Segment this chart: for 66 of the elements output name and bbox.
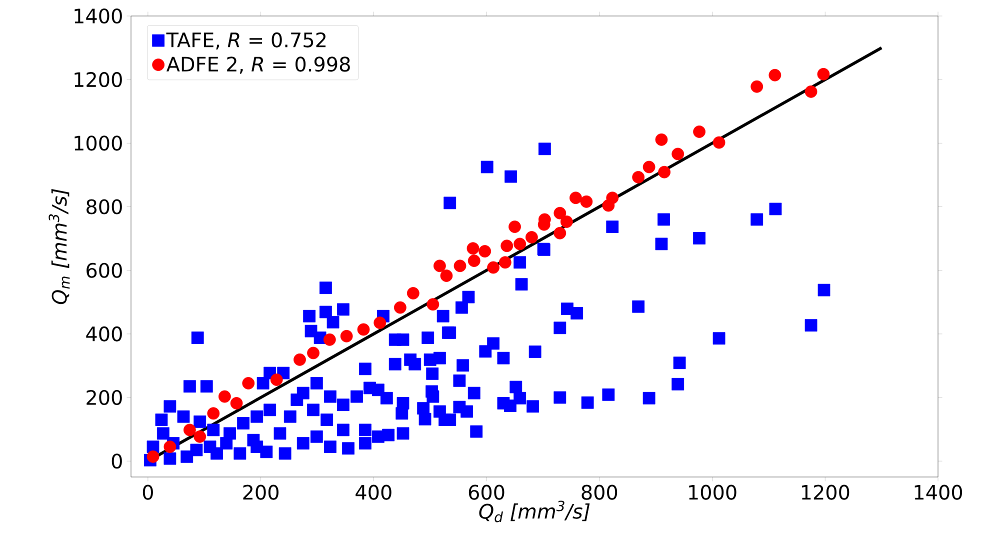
point bbox=[194, 430, 206, 443]
x-tick-label: 800 bbox=[582, 484, 618, 500]
point bbox=[340, 330, 353, 342]
point bbox=[632, 170, 645, 184]
point bbox=[183, 424, 196, 436]
y-tick-label: 400 bbox=[86, 326, 122, 342]
point bbox=[580, 195, 593, 208]
point bbox=[270, 374, 283, 386]
legend-label: ADFE 2, R = 0.998 bbox=[166, 56, 350, 74]
point bbox=[468, 254, 480, 268]
point bbox=[750, 80, 764, 93]
point bbox=[602, 199, 615, 212]
point bbox=[500, 240, 514, 252]
point bbox=[357, 323, 370, 336]
point bbox=[406, 287, 420, 300]
legend-label: TAFE, R = 0.752 bbox=[166, 32, 326, 50]
y-tick-label: 0 bbox=[112, 454, 122, 469]
point bbox=[570, 192, 582, 204]
point bbox=[554, 226, 566, 240]
x-tick-label: 200 bbox=[243, 484, 278, 500]
point bbox=[323, 333, 336, 346]
point bbox=[146, 450, 160, 463]
point bbox=[164, 440, 176, 453]
point bbox=[525, 231, 538, 244]
point bbox=[560, 216, 573, 228]
x-tick-label: 400 bbox=[356, 484, 392, 500]
point bbox=[693, 126, 706, 138]
point bbox=[218, 390, 231, 403]
point bbox=[768, 68, 782, 82]
point bbox=[804, 85, 818, 98]
point bbox=[508, 220, 521, 233]
point bbox=[478, 245, 492, 258]
x-tick-label: 1000 bbox=[689, 484, 736, 500]
x-tick-label: 1200 bbox=[802, 484, 850, 500]
point bbox=[440, 270, 453, 282]
point bbox=[466, 242, 480, 255]
x-tick-label: 600 bbox=[468, 484, 504, 500]
point bbox=[655, 133, 668, 146]
point bbox=[230, 397, 243, 410]
point bbox=[426, 298, 440, 311]
point bbox=[514, 238, 526, 250]
point bbox=[672, 148, 684, 160]
y-tick-label: 600 bbox=[86, 262, 122, 278]
point bbox=[294, 353, 306, 366]
x-tick-label: 0 bbox=[142, 484, 153, 500]
y-axis-title: Q$_{m}$ [mm$^{3}$/s] bbox=[48, 188, 70, 304]
point bbox=[394, 301, 406, 314]
point bbox=[554, 206, 566, 220]
y-tick-label: 800 bbox=[86, 199, 122, 214]
point bbox=[433, 260, 446, 272]
point bbox=[642, 160, 656, 174]
point bbox=[712, 136, 726, 149]
point bbox=[207, 407, 220, 420]
x-tick-label: 1400 bbox=[914, 484, 962, 500]
point bbox=[487, 261, 500, 274]
y-tick-label: 1200 bbox=[74, 72, 122, 88]
point bbox=[307, 346, 320, 360]
y-tick-label: 200 bbox=[86, 390, 122, 406]
y-tick-label: 1000 bbox=[74, 136, 122, 151]
y-tick-label: 1400 bbox=[74, 8, 122, 24]
point bbox=[242, 377, 255, 390]
point bbox=[658, 166, 671, 178]
point bbox=[454, 260, 466, 272]
point bbox=[498, 256, 512, 269]
x-axis-title: Q$_{d}$ [mm$^{3}$/s] bbox=[479, 500, 590, 522]
point bbox=[817, 68, 830, 80]
